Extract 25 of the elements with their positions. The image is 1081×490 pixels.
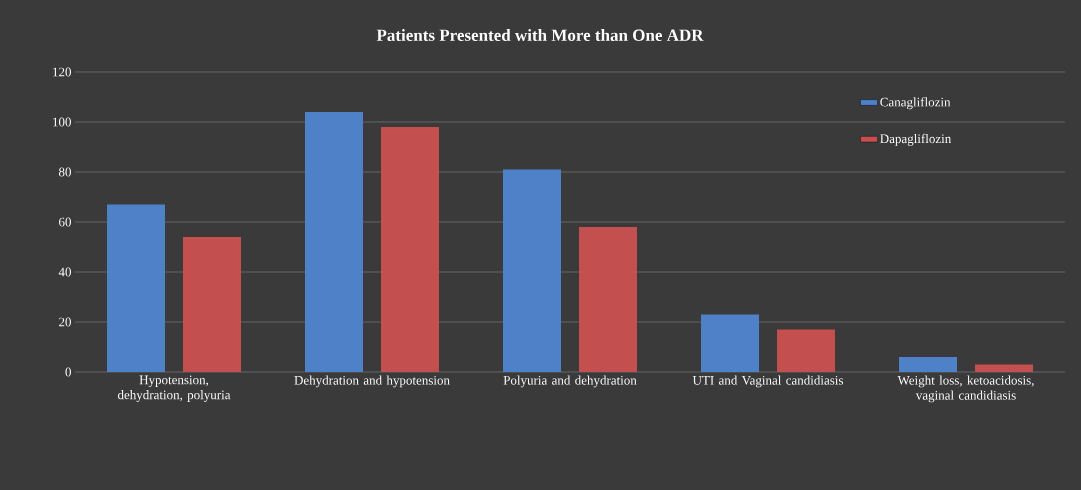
x-tick-label: UTI and Vaginal candidiasis <box>692 375 844 388</box>
legend-label: Canagliflozin <box>880 97 951 110</box>
x-tick-label: Polyuria and dehydration <box>503 375 637 388</box>
x-tick-label: Weight loss, ketoacidosis, vaginal candidiasis <box>897 375 1034 403</box>
x-tick-label: Hypotension, dehydration, polyuria <box>117 375 231 402</box>
chart-title: Patients Presented with More than One ADR <box>376 29 704 41</box>
bar <box>503 169 562 372</box>
bar <box>381 127 439 372</box>
bar <box>777 329 836 372</box>
legend-label: Dapagliflozin <box>880 133 952 146</box>
y-tick-label: 60 <box>59 217 71 227</box>
y-tick-label: 100 <box>53 117 71 127</box>
y-tick-label: 80 <box>58 167 71 177</box>
y-tick-label: 0 <box>65 367 71 377</box>
y-tick-label: 40 <box>58 267 71 277</box>
bar <box>107 204 165 372</box>
y-tick-label: 120 <box>53 67 71 77</box>
bar <box>899 357 958 372</box>
bar <box>579 227 638 372</box>
bar <box>305 112 364 372</box>
x-tick-label: Dehydration and hypotension <box>294 375 450 388</box>
y-tick-label: 20 <box>59 317 71 327</box>
bar <box>975 364 1034 372</box>
bar <box>183 237 241 372</box>
bar <box>701 314 760 372</box>
